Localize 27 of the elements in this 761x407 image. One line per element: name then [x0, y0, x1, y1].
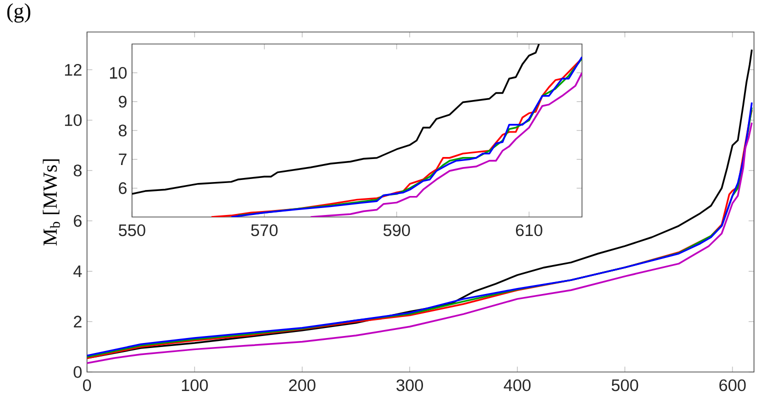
y-tick-label: 10: [110, 66, 127, 79]
y-tick-label: 0: [74, 366, 82, 378]
x-tick-label: 550: [118, 224, 146, 236]
line-series: [310, 72, 582, 217]
y-tick-label: 9: [118, 96, 127, 108]
y-tick-label: 2: [74, 316, 82, 328]
y-tick-label: 6: [118, 182, 127, 194]
x-tick-label: 590: [383, 224, 410, 236]
x-tick-label: 570: [251, 224, 278, 236]
y-tick-label: 6: [74, 214, 82, 227]
y-tick-label: 10: [65, 114, 82, 126]
x-tick-label: 500: [612, 379, 638, 392]
chart-title: (g): [7, 3, 30, 23]
y-tick-label: 7: [118, 154, 126, 166]
y-tick-label: 8: [74, 164, 82, 176]
x-tick-label: 200: [289, 379, 316, 392]
x-tick-label: 610: [516, 224, 542, 236]
line-series: [132, 44, 540, 195]
x-tick-label: 600: [719, 379, 746, 392]
x-tick-label: 0: [83, 379, 91, 392]
x-tick-label: 100: [182, 379, 208, 392]
y-axis-title: M$_{b}$ [MWs]: [42, 159, 60, 246]
y-tick-label: 8: [118, 124, 127, 136]
y-tick-label: 12: [65, 64, 82, 76]
x-tick-label: 300: [396, 379, 423, 392]
y-tick-label: 4: [73, 266, 82, 277]
x-tick-label: 400: [504, 379, 531, 392]
